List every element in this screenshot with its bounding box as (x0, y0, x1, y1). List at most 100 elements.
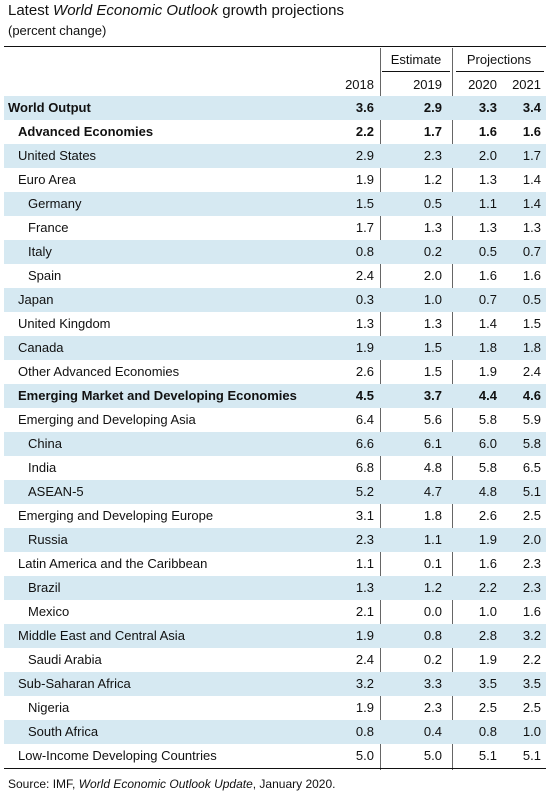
row-value: 0.2 (423, 244, 442, 259)
row-label: South Africa (28, 724, 99, 739)
row-label: Emerging Market and Developing Economies (18, 388, 297, 403)
row-value: 1.9 (355, 172, 374, 187)
row-value: 1.4 (522, 196, 541, 211)
row-value: 2.2 (355, 124, 374, 139)
row-value: 1.1 (478, 196, 497, 211)
row-value: 4.8 (423, 460, 442, 475)
row-label: Japan (18, 292, 54, 307)
row-value: 4.4 (478, 388, 497, 403)
row-value: 0.7 (522, 244, 541, 259)
row-value: 5.6 (423, 412, 442, 427)
row-value: 2.4 (355, 268, 374, 283)
row-value: 2.9 (355, 148, 374, 163)
row-value: 1.5 (522, 316, 541, 331)
row-value: 1.6 (522, 268, 541, 283)
row-value: 5.8 (522, 436, 541, 451)
table-row: Emerging and Developing Europe 3.1 1.8 2.6 2… (4, 504, 546, 528)
table-row: United States 2.9 2.3 2.0 1.7 (4, 144, 546, 168)
table-row: China 6.6 6.1 6.0 5.8 (4, 432, 546, 456)
row-value: 4.7 (423, 484, 442, 499)
row-value: 1.3 (423, 220, 442, 235)
row-value: 3.5 (522, 676, 541, 691)
row-value: 1.6 (522, 604, 541, 619)
row-value: 6.6 (355, 436, 374, 451)
table-row: Latin America and the Caribbean 1.1 0.1 1.6… (4, 552, 546, 576)
row-value: 1.4 (522, 172, 541, 187)
row-value: 0.3 (355, 292, 374, 307)
row-value: 2.6 (478, 508, 497, 523)
table-row: India 6.8 4.8 5.8 6.5 (4, 456, 546, 480)
table-row: Nigeria 1.9 2.3 2.5 2.5 (4, 696, 546, 720)
row-value: 1.6 (478, 556, 497, 571)
row-value: 1.9 (478, 652, 497, 667)
row-label: Italy (28, 244, 52, 259)
row-label: Spain (28, 268, 62, 283)
row-value: 3.7 (423, 388, 442, 403)
table-row: World Output 3.6 2.9 3.3 3.4 (4, 96, 546, 120)
table-row: ASEAN-5 5.2 4.7 4.8 5.1 (4, 480, 546, 504)
row-value: 5.8 (478, 412, 497, 427)
row-value: 1.3 (355, 316, 374, 331)
table-row: Middle East and Central Asia 1.9 0.8 2.8 3.2 (4, 624, 546, 648)
row-value: 0.5 (522, 292, 541, 307)
row-value: 2.5 (522, 700, 541, 715)
row-value: 0.8 (355, 724, 374, 739)
table-row: Germany 1.5 0.5 1.1 1.4 (4, 192, 546, 216)
row-value: 2.6 (355, 364, 374, 379)
row-value: 1.5 (355, 196, 374, 211)
row-value: 5.9 (522, 412, 541, 427)
row-value: 2.2 (522, 652, 541, 667)
row-label: Russia (28, 532, 68, 547)
row-value: 0.5 (423, 196, 442, 211)
row-value: 6.5 (522, 460, 541, 475)
row-label: China (28, 436, 62, 451)
row-label: Low-Income Developing Countries (18, 748, 217, 763)
row-label: World Output (8, 100, 91, 115)
row-label: France (28, 220, 69, 235)
row-label: Brazil (28, 580, 61, 595)
row-value: 0.4 (423, 724, 442, 739)
year-header: 2019 (413, 77, 442, 92)
row-value: 3.2 (522, 628, 541, 643)
title-italic: World Economic Outlook (53, 2, 219, 19)
row-value: 5.0 (355, 748, 374, 763)
top-rule (4, 46, 546, 47)
row-value: 3.4 (522, 100, 541, 115)
row-value: 2.0 (423, 268, 442, 283)
row-value: 1.6 (478, 124, 497, 139)
table-row: Mexico 2.1 0.0 1.0 1.6 (4, 600, 546, 624)
row-value: 2.0 (478, 148, 497, 163)
table-row: Low-Income Developing Countries 5.0 5.0 5.1… (4, 744, 546, 768)
row-label: Germany (28, 196, 82, 211)
table-body: World Output 3.6 2.9 3.3 3.4 Advanced Economi… (4, 96, 546, 768)
row-value: 1.5 (423, 364, 442, 379)
row-value: 1.0 (522, 724, 541, 739)
row-value: 6.4 (355, 412, 374, 427)
row-value: 3.2 (355, 676, 374, 691)
row-value: 0.8 (478, 724, 497, 739)
row-label: Emerging and Developing Asia (18, 412, 196, 427)
row-value: 5.1 (478, 748, 497, 763)
row-value: 1.1 (423, 532, 442, 547)
row-label: Middle East and Central Asia (18, 628, 185, 643)
row-value: 1.2 (423, 580, 442, 595)
row-value: 5.2 (355, 484, 374, 499)
row-value: 2.8 (478, 628, 497, 643)
row-value: 1.7 (355, 220, 374, 235)
row-value: 0.1 (423, 556, 442, 571)
source-suffix: , January 2020. (252, 777, 336, 791)
row-label: Advanced Economies (18, 124, 154, 139)
table-subtitle: (percent change) (8, 23, 107, 38)
row-value: 2.3 (355, 532, 374, 547)
row-value: 1.0 (423, 292, 442, 307)
row-value: 1.9 (355, 700, 374, 715)
row-value: 1.6 (478, 268, 497, 283)
row-label: Other Advanced Economies (18, 364, 180, 379)
row-value: 1.3 (478, 220, 497, 235)
row-value: 6.8 (355, 460, 374, 475)
table-row: Advanced Economies 2.2 1.7 1.6 1.6 (4, 120, 546, 144)
row-value: 1.8 (423, 508, 442, 523)
row-value: 1.7 (423, 124, 442, 139)
row-value: 3.3 (423, 676, 442, 691)
table-row: France 1.7 1.3 1.3 1.3 (4, 216, 546, 240)
